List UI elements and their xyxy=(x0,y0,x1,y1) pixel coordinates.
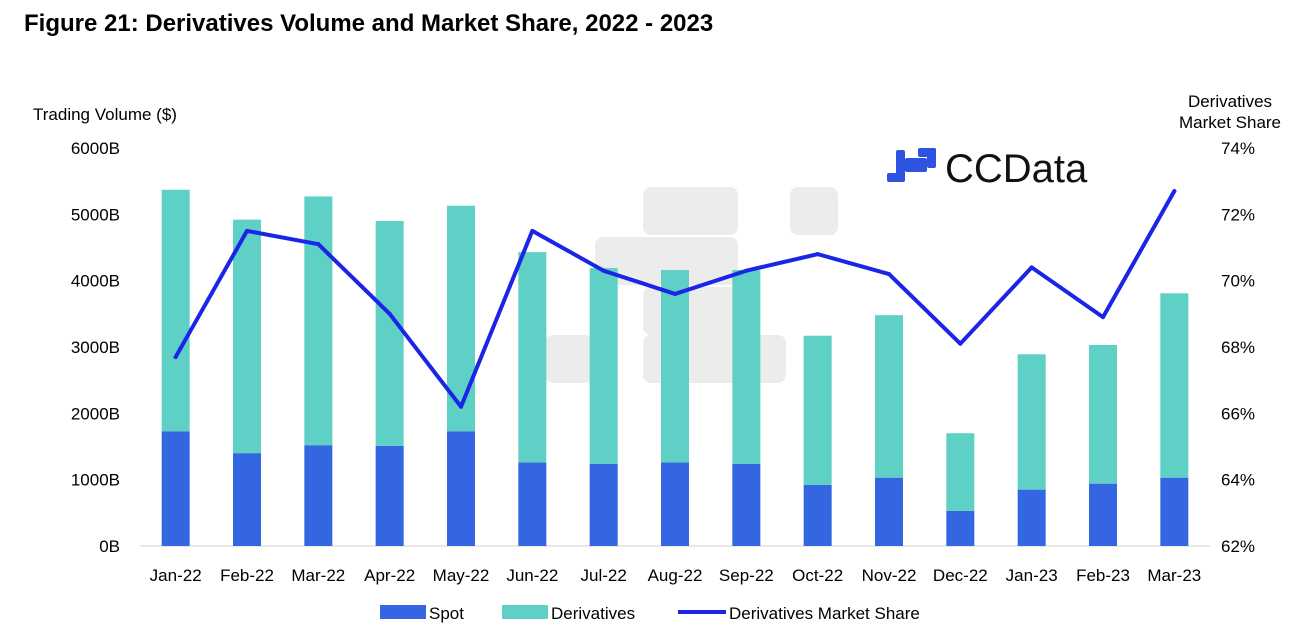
logo-text: CCData xyxy=(945,147,1088,191)
y-tick-left-label: 5000B xyxy=(71,205,120,224)
bar-derivatives xyxy=(447,205,475,432)
y-tick-right-label: 68% xyxy=(1221,338,1255,357)
bar-spot xyxy=(304,445,333,546)
bar-derivatives xyxy=(661,270,689,463)
x-tick-label: Oct-22 xyxy=(792,566,843,585)
x-tick-label: Mar-22 xyxy=(291,566,345,585)
bar-derivatives xyxy=(375,220,404,446)
x-tick-label: Jul-22 xyxy=(581,566,627,585)
x-tick-label: Jan-23 xyxy=(1006,566,1058,585)
x-tick-label: Aug-22 xyxy=(648,566,703,585)
bar-derivatives xyxy=(1017,354,1046,490)
y-axis-left-label: Trading Volume ($) xyxy=(33,105,177,124)
x-tick-label: Sep-22 xyxy=(719,566,774,585)
legend-label: Derivatives xyxy=(551,604,635,623)
line-point xyxy=(815,252,820,257)
bar-spot xyxy=(1017,489,1046,546)
chart-title: Figure 21: Derivatives Volume and Market… xyxy=(24,10,714,37)
y-axis-right-label-line: Derivatives xyxy=(1188,92,1272,111)
bar-spot xyxy=(233,453,261,546)
bar-spot xyxy=(589,463,618,546)
bar-derivatives xyxy=(589,268,618,464)
x-tick-label: Dec-22 xyxy=(933,566,988,585)
y-tick-left-label: 1000B xyxy=(71,471,120,490)
line-point xyxy=(245,228,249,233)
line-point xyxy=(673,291,677,296)
bar-derivatives xyxy=(803,335,832,485)
legend-label: Derivatives Market Share xyxy=(729,604,920,623)
watermark xyxy=(545,187,838,383)
line-point xyxy=(1029,265,1034,270)
x-tick-label: Jun-22 xyxy=(506,566,558,585)
x-tick-label: Feb-22 xyxy=(220,566,274,585)
x-tick-label: Mar-23 xyxy=(1147,566,1201,585)
bar-spot xyxy=(1160,477,1189,546)
x-tick-label: Feb-23 xyxy=(1076,566,1130,585)
bar-spot xyxy=(875,477,903,546)
line-point xyxy=(744,268,749,273)
bar-spot xyxy=(661,462,689,546)
line-point xyxy=(601,268,606,273)
y-tick-right-label: 66% xyxy=(1221,404,1255,423)
y-tick-right-label: 62% xyxy=(1221,537,1255,556)
line-point xyxy=(887,272,891,277)
bar-derivatives xyxy=(875,315,903,478)
bar-spot xyxy=(803,484,832,546)
line-point xyxy=(173,354,178,359)
bar-derivatives xyxy=(732,270,761,464)
y-tick-left-label: 2000B xyxy=(71,404,120,423)
bar-derivatives xyxy=(161,189,190,432)
bar-spot xyxy=(161,431,190,546)
y-tick-left-label: 4000B xyxy=(71,272,120,291)
bar-derivatives xyxy=(1089,345,1117,484)
line-point xyxy=(459,404,463,409)
y-tick-right-label: 72% xyxy=(1221,205,1255,224)
x-tick-label: Jan-22 xyxy=(150,566,202,585)
line-point xyxy=(958,341,963,346)
x-tick-label: May-22 xyxy=(433,566,490,585)
x-tick-label: Apr-22 xyxy=(364,566,415,585)
line-point xyxy=(316,242,321,247)
legend-label: Spot xyxy=(429,604,464,623)
bar-derivatives xyxy=(518,252,547,463)
line-point xyxy=(387,311,392,316)
y-tick-left-label: 6000B xyxy=(71,139,120,158)
y-tick-right-label: 64% xyxy=(1221,471,1255,490)
line-point xyxy=(530,228,535,233)
line-point xyxy=(1101,315,1105,320)
y-axis-right-label-line: Market Share xyxy=(1179,113,1281,132)
bar-spot xyxy=(375,445,404,546)
ccdata-logo-icon xyxy=(887,148,936,182)
bar-spot xyxy=(1089,483,1117,546)
bar-derivatives xyxy=(1160,293,1189,478)
line-point xyxy=(1172,189,1177,194)
bar-derivatives xyxy=(233,219,261,454)
y-tick-right-label: 70% xyxy=(1221,272,1255,291)
bar-spot xyxy=(732,463,761,546)
legend-swatch xyxy=(380,605,426,619)
bar-derivatives xyxy=(946,433,975,511)
y-tick-right-label: 74% xyxy=(1221,139,1255,158)
y-tick-left-label: 3000B xyxy=(71,338,120,357)
bar-spot xyxy=(447,431,475,546)
bar-spot xyxy=(518,462,547,546)
bar-spot xyxy=(946,510,975,546)
bar-derivatives xyxy=(304,196,333,446)
ccdata-logo: CCData xyxy=(887,147,1088,191)
y-axis-right-label: Derivatives Market Share xyxy=(1179,92,1281,132)
y-tick-left-label: 0B xyxy=(99,537,120,556)
legend-swatch xyxy=(502,605,548,619)
x-tick-label: Nov-22 xyxy=(862,566,917,585)
